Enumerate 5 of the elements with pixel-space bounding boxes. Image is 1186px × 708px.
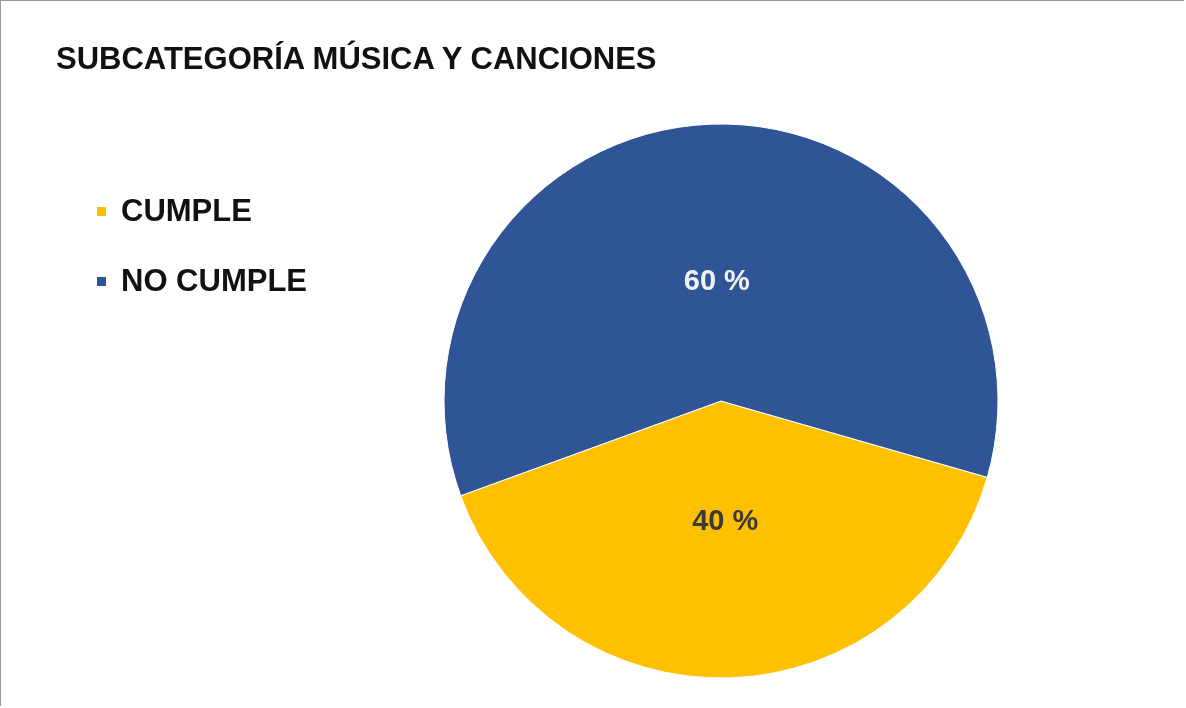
data-label: 40 % — [692, 503, 759, 536]
legend-label: NO CUMPLE — [121, 262, 307, 298]
chart-title: SUBCATEGORÍA MÚSICA Y CANCIONES — [56, 40, 657, 76]
data-label: 60 % — [683, 264, 751, 297]
legend-label: CUMPLE — [121, 192, 252, 228]
